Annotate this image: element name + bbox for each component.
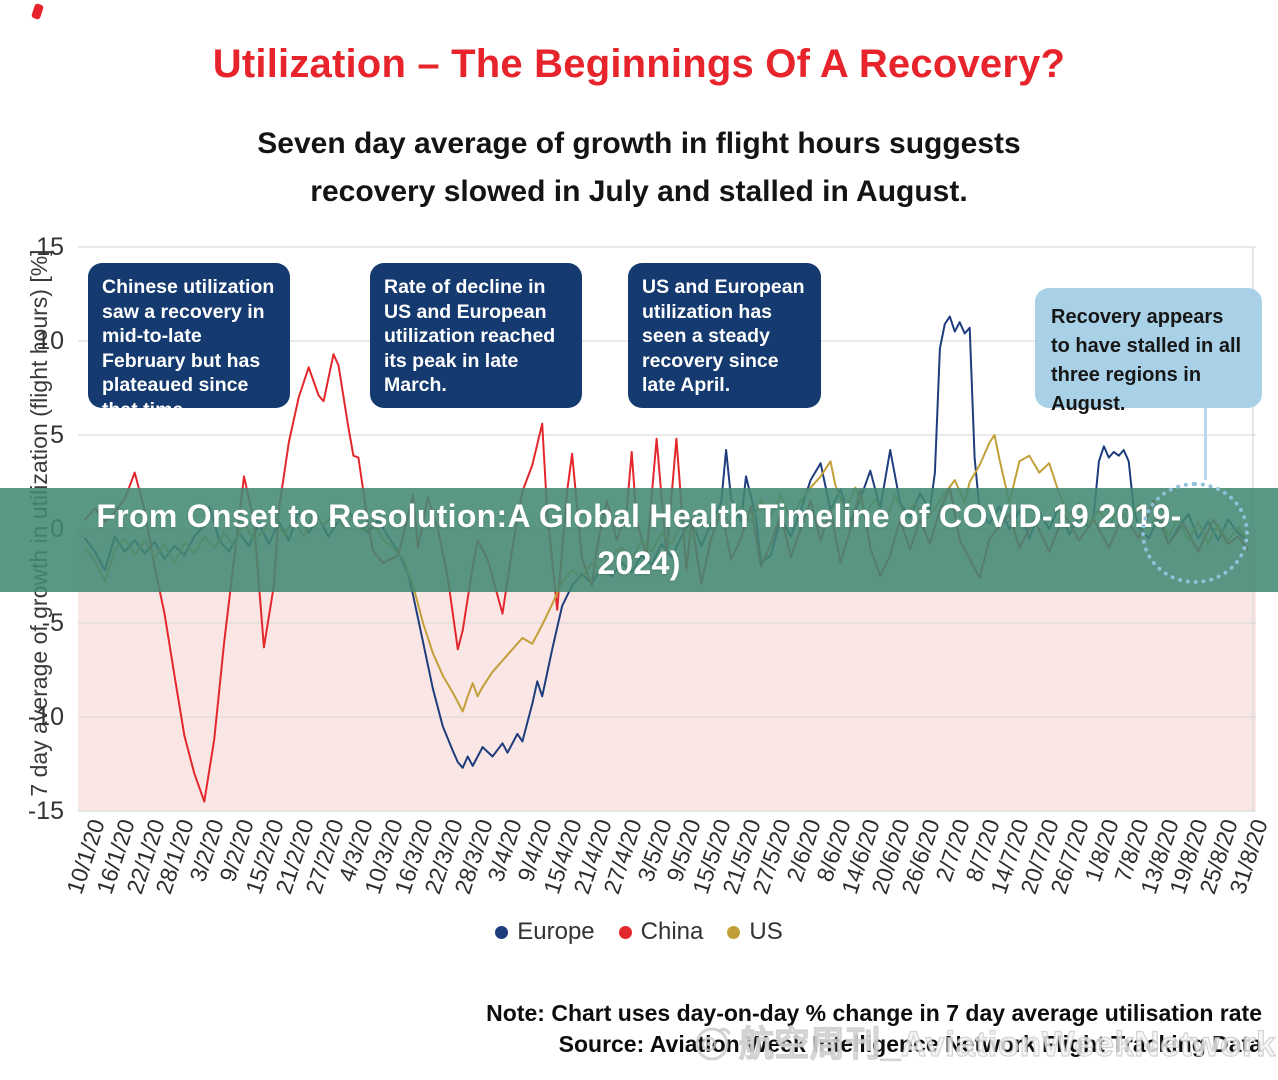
y-axis-tick-label: 5 xyxy=(50,421,64,449)
annotation-box-china-recovery: Chinese utilization saw a recovery in mi… xyxy=(88,263,290,421)
legend-dot xyxy=(495,925,509,939)
weibo-icon xyxy=(695,1027,731,1060)
annotation-box-decline-peak: Rate of decline in US and European utili… xyxy=(370,263,582,408)
y-axis-tick-label: 15 xyxy=(36,233,64,261)
y-axis-tick-label: -15 xyxy=(27,797,64,825)
legend-label: Europe xyxy=(517,918,595,945)
overlay-banner: From Onset to Resolution:A Global Health… xyxy=(0,488,1278,592)
legend-label: China xyxy=(640,918,704,945)
y-axis-tick-label: 10 xyxy=(36,327,64,355)
page-title: Utilization – The Beginnings Of A Recove… xyxy=(212,42,1066,86)
annotation-connector-line xyxy=(1204,408,1207,480)
chart-subtitle: Seven day average of growth in flight ho… xyxy=(257,127,1021,208)
legend-label: US xyxy=(749,918,783,945)
annotation-box-stalled-august: Recovery appears to have stalled in all … xyxy=(1035,288,1262,415)
watermark-text: 航空周刊_AviationWeekNetwork xyxy=(738,1024,1276,1064)
watermark: 航空周刊_AviationWeekNetwork xyxy=(691,1016,1276,1067)
annotation-box-steady-recovery: US and European utilization has seen a s… xyxy=(628,263,821,408)
overlay-banner-text: From Onset to Resolution:A Global Health… xyxy=(96,498,1182,581)
legend-dot xyxy=(618,925,632,939)
y-axis-tick-label: -10 xyxy=(27,703,64,731)
august-highlight-circle xyxy=(1141,482,1249,584)
chart-legend: Europe China US xyxy=(0,918,1278,946)
note-text: Note: Chart uses day-on-day % change in … xyxy=(486,1000,1262,1026)
legend-item-europe: Europe xyxy=(495,918,595,946)
legend-item-us: US xyxy=(727,918,783,946)
legend-dot xyxy=(727,925,741,939)
footer-notes: Note: Chart uses day-on-day % change in … xyxy=(486,998,1262,1060)
y-axis-tick-label: -5 xyxy=(41,609,64,637)
legend-item-china: China xyxy=(618,918,704,946)
source-text: Source: Aviation Week Intelligence Netwo… xyxy=(558,1031,1262,1057)
